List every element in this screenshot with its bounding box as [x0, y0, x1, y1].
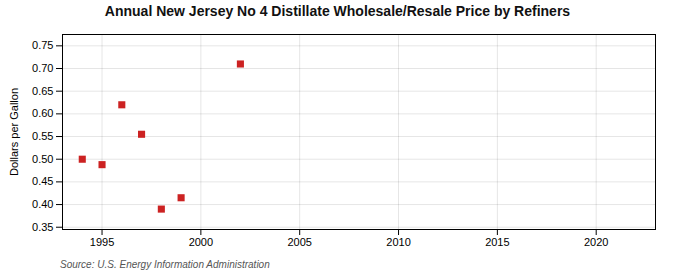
svg-text:2005: 2005: [287, 236, 311, 248]
svg-text:0.45: 0.45: [32, 175, 53, 187]
html-text:Source: U.S. Energy Informatio: Source: U.S. Energy Information Administ…: [60, 259, 270, 270]
svg-text:1995: 1995: [90, 236, 114, 248]
svg-text:0.50: 0.50: [32, 153, 53, 165]
svg-text:0.60: 0.60: [32, 107, 53, 119]
svg-text:2010: 2010: [386, 236, 410, 248]
svg-text:0.75: 0.75: [32, 39, 53, 51]
svg-text:2020: 2020: [584, 236, 608, 248]
svg-text:0.65: 0.65: [32, 85, 53, 97]
svg-text:0.40: 0.40: [32, 198, 53, 210]
svg-text:2000: 2000: [189, 236, 213, 248]
svg-text:0.55: 0.55: [32, 130, 53, 142]
svg-text:Dollars per Gallon: Dollars per Gallon: [8, 88, 20, 176]
svg-text:0.35: 0.35: [32, 221, 53, 233]
html-text:Annual New Jersey No 4 Distill: Annual New Jersey No 4 Distillate Wholes…: [104, 3, 571, 19]
svg-text:2015: 2015: [485, 236, 509, 248]
svg-text:0.70: 0.70: [32, 62, 53, 74]
